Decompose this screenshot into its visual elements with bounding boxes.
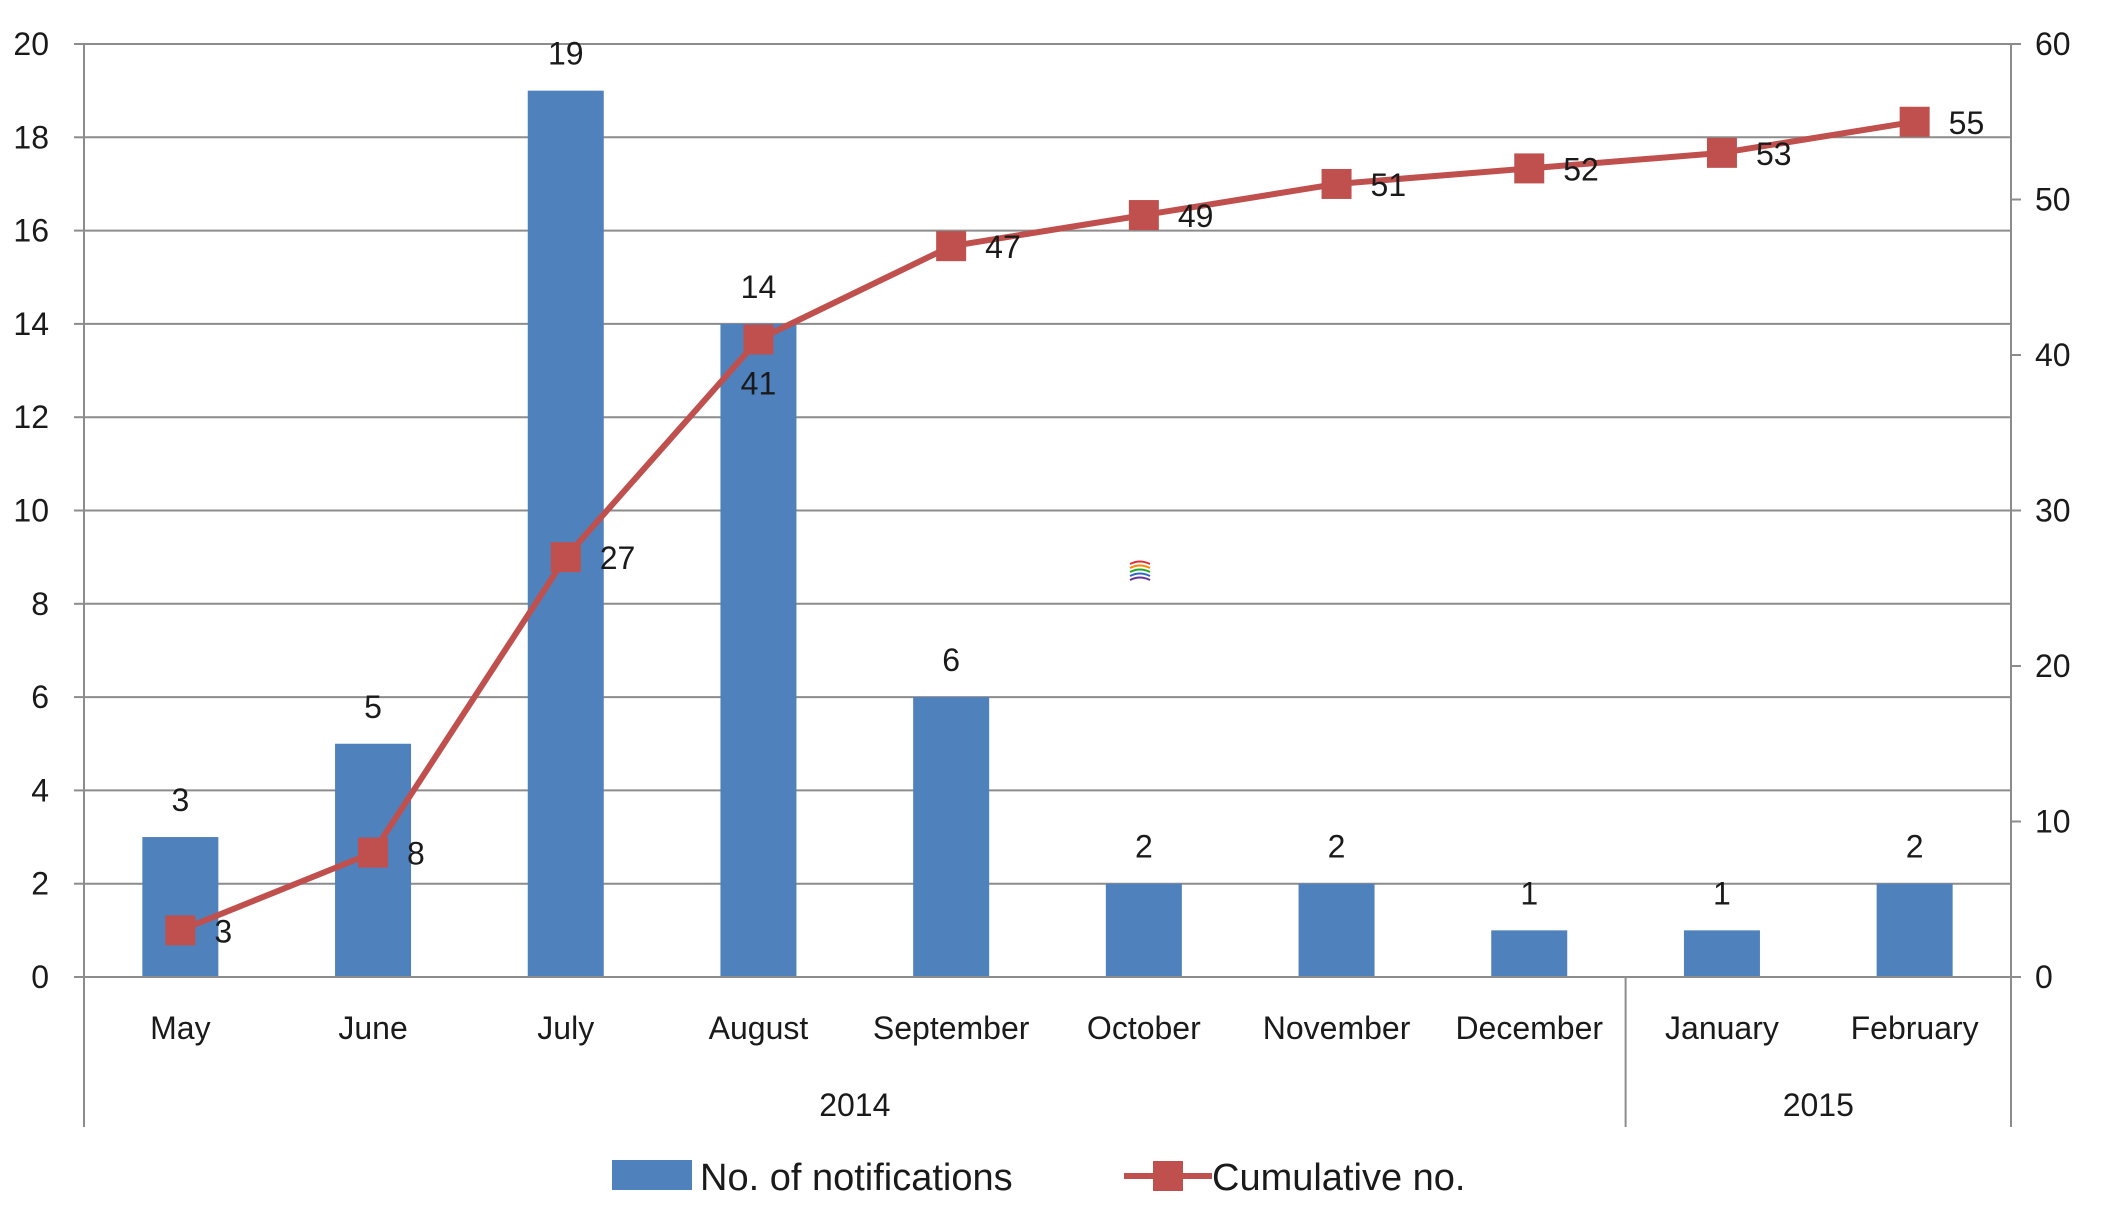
bar [1298,883,1375,977]
watermark-stroke [1129,572,1151,577]
line-value-label: 8 [407,836,425,872]
line-marker [358,837,389,868]
y2-tick-label: 0 [2035,959,2053,995]
line-value-label: 41 [741,365,777,401]
x-tick-label: October [1087,1010,1201,1046]
watermark-logo [1129,560,1151,581]
bar-value-label: 1 [1520,875,1538,911]
watermark-stroke [1129,576,1151,581]
line-marker [936,231,967,262]
data-labels: 3 5 19 14 6 2 2 1 1 2 3 8 27 41 47 49 51 52 53 55 [171,36,1984,950]
x-tick-label: December [1455,1010,1603,1046]
y2-tick-label: 60 [2035,26,2071,62]
line-value-label: 51 [1371,167,1407,203]
y-tick-label: 0 [31,959,49,995]
y-tick-label: 12 [13,399,49,435]
line-value-label: 52 [1563,151,1599,187]
y2-tick-label: 50 [2035,182,2071,218]
bar-value-label: 2 [1328,829,1346,865]
x-tick-label: January [1665,1010,1779,1046]
line-value-label: 53 [1756,136,1792,172]
bar-value-label: 6 [942,642,960,678]
legend-label-line: Cumulative no. [1212,1157,1465,1199]
line-value-label: 47 [985,229,1021,265]
legend-label-bar: No. of notifications [700,1157,1013,1199]
bar [1876,883,1953,977]
line-marker [1514,153,1545,184]
x-tick-label: September [873,1010,1030,1046]
y-tick-label: 2 [31,866,49,902]
legend-swatch-marker [1153,1161,1183,1191]
bar [527,90,604,977]
line-value-label: 3 [214,913,232,949]
legend: No. of notifications Cumulative no. [612,1157,1465,1199]
line-value-label: 27 [600,540,636,576]
x-tick-label: May [150,1010,210,1046]
bar-value-label: 2 [1906,829,1924,865]
x-tick-label: August [709,1010,809,1046]
bar-value-label: 3 [171,782,189,818]
bar [1683,930,1760,977]
line-value-label: 49 [1178,198,1214,234]
bar-value-label: 14 [741,269,777,305]
line-marker [743,324,774,355]
bar [1105,883,1182,977]
y-tick-label: 16 [13,213,49,249]
y2-tick-label: 40 [2035,337,2071,373]
x-tick-label: June [338,1010,407,1046]
x-group-label: 2014 [819,1087,890,1123]
bar-value-label: 2 [1135,829,1153,865]
x-tick-label: February [1851,1010,1979,1046]
watermark-stroke [1129,560,1151,565]
bar-value-label: 1 [1713,875,1731,911]
x-group-label: 2015 [1783,1087,1854,1123]
y2-tick-label: 20 [2035,648,2071,684]
line-marker [550,542,581,573]
y-tick-label: 4 [31,772,49,808]
line-marker [1321,168,1352,199]
bar-value-label: 5 [364,689,382,725]
line-marker [1899,106,1930,137]
bar [913,697,990,977]
line-marker [165,915,196,946]
line-marker [1706,137,1737,168]
y-tick-label: 8 [31,586,49,622]
x-tick-label: July [537,1010,594,1046]
bar [720,323,797,977]
cumulative-line [179,118,1916,934]
y-tick-label: 6 [31,679,49,715]
line-series [165,106,1930,946]
y-tick-label: 18 [13,119,49,155]
bar [1491,930,1568,977]
legend-swatch-bar [612,1160,692,1190]
y-tick-label: 20 [13,26,49,62]
bar-value-label: 19 [548,36,584,72]
x-tick-label: November [1263,1010,1411,1046]
y-tick-label: 14 [13,306,49,342]
watermark-stroke [1129,568,1151,573]
line-value-label: 55 [1949,105,1985,141]
watermark-stroke [1129,564,1151,569]
line-marker [1128,200,1159,231]
bar [142,837,219,977]
bar-series [142,90,1953,977]
y2-tick-label: 30 [2035,493,2071,529]
y2-tick-label: 10 [2035,804,2071,840]
y-tick-label: 10 [13,493,49,529]
